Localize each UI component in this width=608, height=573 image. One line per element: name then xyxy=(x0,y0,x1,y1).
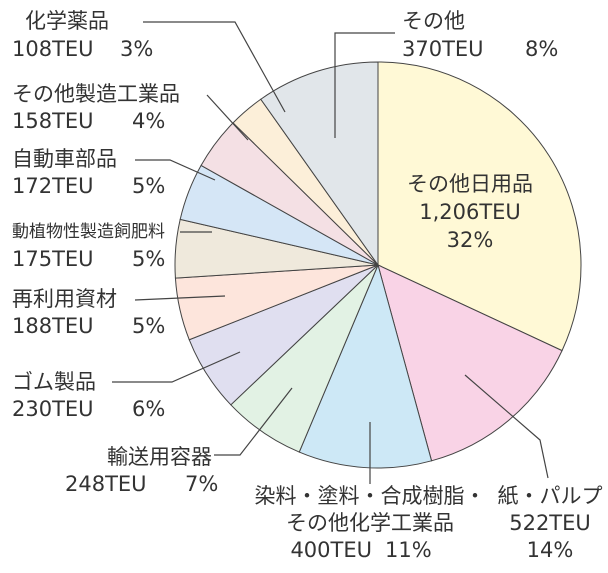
pie-slice xyxy=(298,263,433,469)
percentage-label: 32% xyxy=(447,228,494,252)
percentage-label: 5% xyxy=(132,247,165,271)
leader-line xyxy=(214,387,293,456)
slice-label: その他 xyxy=(402,9,465,33)
percentage-label: 5% xyxy=(132,174,165,198)
value-label: 1,206TEU xyxy=(419,200,521,224)
leader-line xyxy=(206,94,249,141)
percentage-label: 8% xyxy=(525,37,558,61)
value-label: 172TEU xyxy=(12,174,94,198)
value-label: 108TEU xyxy=(12,37,94,61)
leader-line xyxy=(134,295,226,301)
pie-slice xyxy=(377,264,563,462)
percentage-label: 11% xyxy=(385,538,432,562)
pie-slice xyxy=(260,61,379,267)
value-label: 230TEU xyxy=(12,397,94,421)
slice-label: 化学薬品 xyxy=(25,9,109,33)
slice-label: ゴム製品 xyxy=(12,370,96,394)
percentage-label: 14% xyxy=(527,538,574,562)
percentage-label: 7% xyxy=(185,472,218,496)
slice-label: その他日用品 xyxy=(407,172,533,196)
value-label: 175TEU xyxy=(12,247,94,271)
slice-label: 動植物性製造飼肥料 xyxy=(12,222,165,242)
slice-label: 紙・パルプ xyxy=(498,484,603,508)
value-label: 158TEU xyxy=(12,109,94,133)
percentage-label: 6% xyxy=(132,397,165,421)
pie-slice xyxy=(377,61,582,352)
value-label: 400TEU xyxy=(290,538,372,562)
leader-line xyxy=(112,351,241,383)
slice-label: 染料・塗料・合成樹脂・その他化学工業品 xyxy=(255,484,486,535)
leader-line xyxy=(334,32,395,138)
slice-label: 輸送用容器 xyxy=(107,445,212,469)
percentage-label: 3% xyxy=(120,37,153,61)
value-label: 370TEU xyxy=(402,37,484,61)
value-label: 248TEU xyxy=(65,472,147,496)
leader-line xyxy=(143,21,286,113)
percentage-label: 4% xyxy=(132,109,165,133)
value-label: 522TEU xyxy=(509,511,591,535)
leader-line xyxy=(464,374,549,479)
slice-label: 再利用資材 xyxy=(12,287,117,311)
value-label: 188TEU xyxy=(12,314,94,338)
slice-label: その他製造工業品 xyxy=(12,82,180,106)
leader-line xyxy=(135,159,216,181)
percentage-label: 5% xyxy=(132,314,165,338)
slice-label: 自動車部品 xyxy=(12,147,117,171)
